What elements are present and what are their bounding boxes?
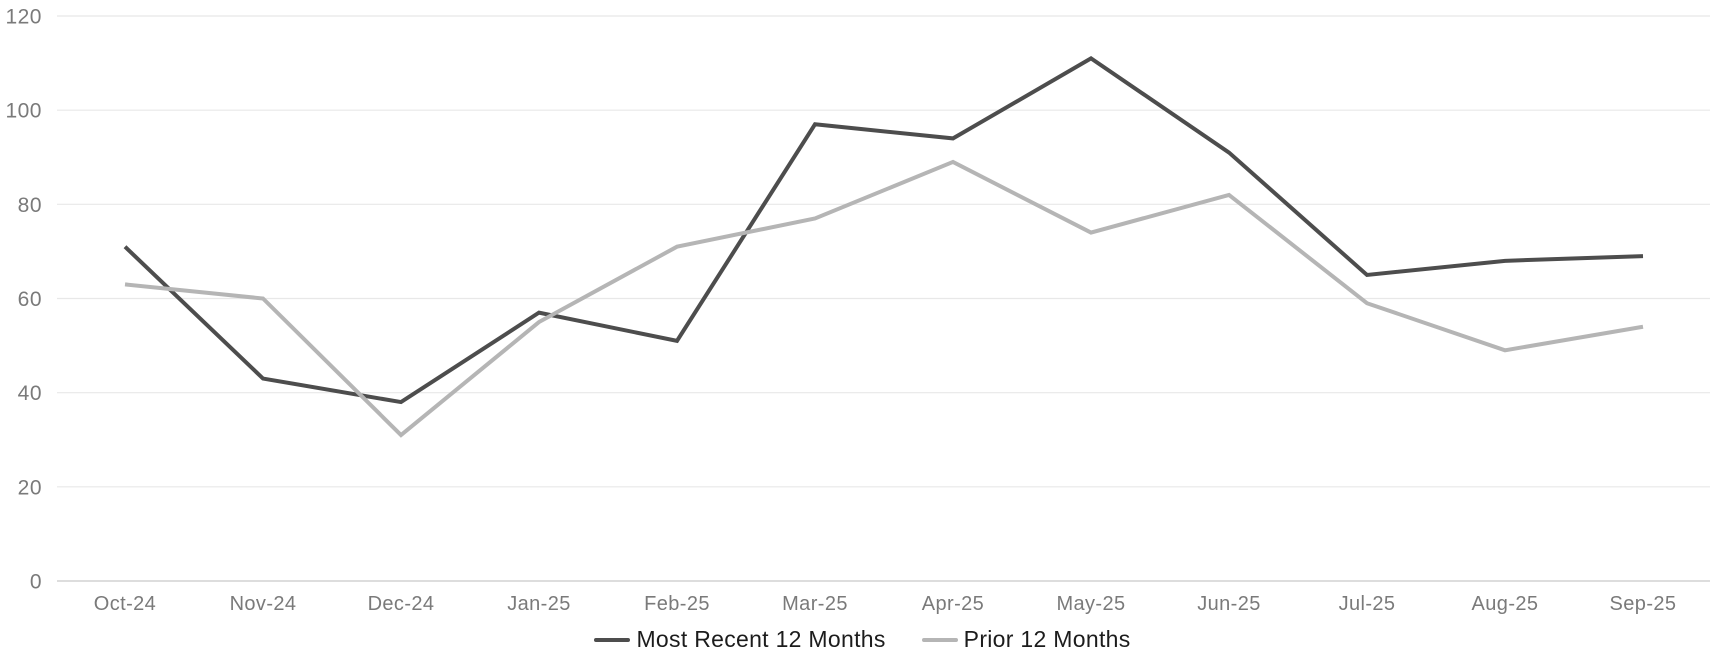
x-tick-label-Dec-24: Dec-24 (368, 593, 435, 615)
x-tick-label-Jun-25: Jun-25 (1197, 593, 1261, 615)
y-tick-label-40: 40 (18, 382, 42, 405)
y-tick-label-100: 100 (5, 100, 42, 123)
x-tick-label-Nov-24: Nov-24 (230, 593, 297, 615)
y-tick-label-80: 80 (18, 194, 42, 217)
plot-area: 0 20 40 60 80 100 120 Oct-24 Nov-24 Dec-24 Jan-25 F… (5, 6, 1710, 615)
x-tick-label-Jan-25: Jan-25 (507, 593, 571, 615)
x-tick-label-Sep-25: Sep-25 (1610, 593, 1677, 615)
legend-item-most-recent-12-months: Most Recent 12 Months (594, 626, 885, 653)
x-tick-label-Mar-25: Mar-25 (782, 593, 848, 615)
legend-label-most-recent-12-months: Most Recent 12 Months (636, 626, 886, 652)
x-tick-label-Apr-25: Apr-25 (922, 593, 984, 615)
x-tick-label-May-25: May-25 (1056, 593, 1125, 615)
x-tick-label-Feb-25: Feb-25 (644, 593, 710, 615)
chart-legend: Most Recent 12 Months Prior 12 Months (0, 626, 1725, 653)
series-line-1 (124, 159, 1644, 438)
legend-swatch-most-recent-12-months (594, 637, 631, 642)
x-tick-label-Aug-25: Aug-25 (1472, 593, 1539, 615)
legend-label-prior-12-months: Prior 12 Months (963, 626, 1131, 652)
x-tick-label-Oct-24: Oct-24 (94, 593, 156, 615)
legend-item-prior-12-months: Prior 12 Months (921, 626, 1131, 653)
series-line-0 (123, 56, 1644, 405)
y-tick-label-60: 60 (18, 288, 42, 311)
x-tick-label-Jul-25: Jul-25 (1339, 593, 1396, 615)
legend-swatch-prior-12-months (921, 637, 958, 642)
y-tick-label-0: 0 (30, 571, 42, 594)
y-tick-label-20: 20 (18, 476, 42, 499)
y-tick-label-120: 120 (5, 6, 42, 29)
